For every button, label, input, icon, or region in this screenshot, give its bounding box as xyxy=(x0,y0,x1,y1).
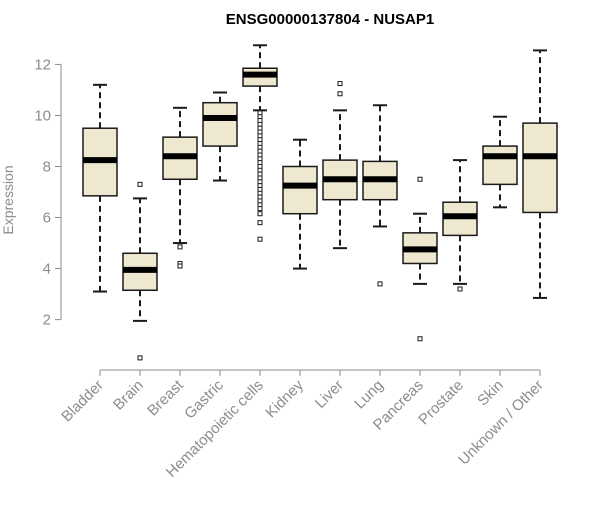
box-group xyxy=(482,115,518,209)
box-group xyxy=(82,83,118,293)
box-group xyxy=(242,44,278,242)
outlier-point xyxy=(377,281,383,287)
box-group xyxy=(322,81,358,250)
box-series xyxy=(82,44,558,361)
y-tick-label: 4 xyxy=(43,261,51,278)
outlier-point xyxy=(337,81,343,87)
outlier-point xyxy=(257,220,263,226)
box-group xyxy=(402,176,438,342)
box-group xyxy=(522,49,558,299)
x-tick-label: Brain xyxy=(110,377,147,414)
outlier-point xyxy=(137,355,143,361)
y-tick-label: 6 xyxy=(43,210,51,227)
chart-title: ENSG00000137804 - NUSAP1 xyxy=(226,11,434,28)
x-tick-label: Prostate xyxy=(415,377,467,429)
outlier-point xyxy=(257,236,263,242)
x-tick-label: Kidney xyxy=(262,376,307,421)
x-tick-label: Liver xyxy=(312,377,347,412)
y-tick-label: 8 xyxy=(43,158,51,175)
y-axis: 2 4 6 8 10 12 xyxy=(34,56,62,329)
outlier-point xyxy=(177,263,183,269)
outlier-point xyxy=(337,91,343,97)
outlier-point xyxy=(417,336,423,342)
y-axis-title: Expression xyxy=(0,165,16,234)
iqr-box xyxy=(282,165,318,215)
y-tick-label: 12 xyxy=(34,56,51,73)
x-tick-label: Breast xyxy=(144,376,187,419)
box-group xyxy=(282,138,318,270)
outlier-point xyxy=(417,176,423,182)
x-tick-label: Bladder xyxy=(58,377,107,426)
y-tick-label: 2 xyxy=(43,312,51,329)
y-tick-label: 10 xyxy=(34,107,51,124)
box-group xyxy=(122,181,158,361)
outlier-point xyxy=(257,211,263,217)
box-group xyxy=(202,91,238,182)
box-group xyxy=(442,159,478,292)
box-group xyxy=(362,104,398,287)
outlier-point xyxy=(257,206,263,212)
iqr-box xyxy=(202,101,238,147)
outlier-point xyxy=(177,244,183,250)
x-tick-label: Lung xyxy=(351,377,387,413)
outlier-point xyxy=(137,181,143,187)
x-tick-label: Skin xyxy=(474,377,507,410)
outlier-point xyxy=(457,286,463,292)
box-group xyxy=(162,106,198,269)
iqr-box xyxy=(522,122,558,214)
iqr-box xyxy=(482,145,518,186)
